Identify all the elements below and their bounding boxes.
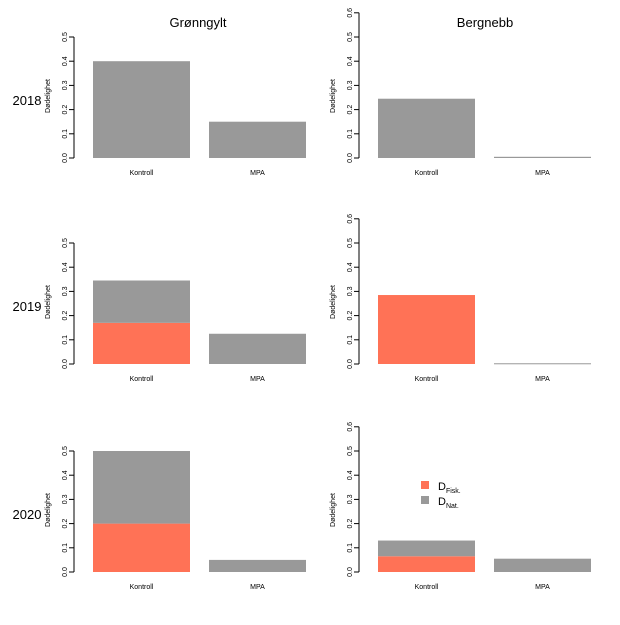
y-tick-label: 0.3 <box>347 80 354 90</box>
category-label-mpa: MPA <box>250 376 265 383</box>
bar-mpa-nat <box>494 156 591 158</box>
bar-kontroll-fisk <box>93 322 190 364</box>
panel-2018-gr-nngylt: 0.0 0.1 0.2 0.3 0.4 0.5 Dødelighet Kontroll MPA <box>45 32 306 177</box>
y-tick-label: 0.5 <box>62 238 69 248</box>
y-tick-label: 0.2 <box>62 311 69 321</box>
bar-mpa-nat <box>209 121 306 158</box>
y-tick-label: 0.5 <box>347 446 354 456</box>
legend-swatch-nat <box>421 496 429 504</box>
category-label-mpa: MPA <box>250 170 265 177</box>
y-tick-label: 0.3 <box>347 494 354 504</box>
category-label-mpa: MPA <box>535 584 550 591</box>
y-tick-label: 0.1 <box>62 543 69 553</box>
y-tick-label: 0.3 <box>62 286 69 296</box>
y-tick-label: 0.3 <box>62 80 69 90</box>
row-label-2019: 2019 <box>13 299 42 314</box>
y-axis-label: Dødelighet <box>45 79 52 113</box>
y-tick-label: 0.1 <box>347 543 354 553</box>
category-label-kontroll: Kontroll <box>415 584 439 591</box>
y-tick-label: 0.2 <box>347 311 354 321</box>
panel-2018-bergnebb: 0.0 0.1 0.2 0.3 0.4 0.5 0.6 Dødelighet Kontroll M… <box>330 8 591 177</box>
y-tick-label: 0.4 <box>347 56 354 66</box>
y-tick-label: 0.4 <box>62 56 69 66</box>
category-label-kontroll: Kontroll <box>415 376 439 383</box>
y-tick-label: 0.5 <box>62 446 69 456</box>
bar-kontroll-nat <box>378 540 475 557</box>
y-tick-label: 0.1 <box>347 129 354 139</box>
column-title-gr-nngylt: Grønngylt <box>169 15 226 30</box>
y-tick-label: 0.1 <box>62 129 69 139</box>
y-tick-label: 0.0 <box>347 567 354 577</box>
y-tick-label: 0.4 <box>347 470 354 480</box>
y-tick-label: 0.5 <box>62 32 69 42</box>
y-tick-label: 0.2 <box>347 519 354 529</box>
bar-kontroll-fisk <box>378 295 475 364</box>
legend: DFisk.DNat. <box>421 481 461 510</box>
y-tick-label: 0.1 <box>62 335 69 345</box>
y-tick-label: 0.0 <box>62 567 69 577</box>
bar-kontroll-nat <box>93 280 190 323</box>
category-label-kontroll: Kontroll <box>130 376 154 383</box>
bar-mpa-nat <box>209 333 306 364</box>
y-tick-label: 0.3 <box>347 286 354 296</box>
y-tick-label: 0.5 <box>347 238 354 248</box>
y-tick-label: 0.6 <box>347 8 354 18</box>
bar-kontroll-fisk <box>93 523 190 572</box>
y-tick-label: 0.3 <box>62 494 69 504</box>
y-tick-label: 0.5 <box>347 32 354 42</box>
row-label-2020: 2020 <box>13 507 42 522</box>
y-axis-label: Dødelighet <box>330 285 337 319</box>
category-label-kontroll: Kontroll <box>130 584 154 591</box>
y-tick-label: 0.2 <box>347 105 354 115</box>
panel-2020-gr-nngylt: 0.0 0.1 0.2 0.3 0.4 0.5 Dødelighet Kontroll MPA <box>45 446 306 591</box>
y-tick-label: 0.6 <box>347 214 354 224</box>
category-label-mpa: MPA <box>535 170 550 177</box>
row-label-2018: 2018 <box>13 93 42 108</box>
y-tick-label: 0.4 <box>62 470 69 480</box>
y-tick-label: 0.0 <box>62 359 69 369</box>
panel-2019-bergnebb: 0.0 0.1 0.2 0.3 0.4 0.5 0.6 Dødelighet Kontroll M… <box>330 214 591 383</box>
panel-2019-gr-nngylt: 0.0 0.1 0.2 0.3 0.4 0.5 Dødelighet Kontroll MPA <box>45 238 306 383</box>
y-tick-label: 0.2 <box>62 105 69 115</box>
y-tick-label: 0.4 <box>347 262 354 272</box>
panel-2020-bergnebb: 0.0 0.1 0.2 0.3 0.4 0.5 0.6 Dødelighet Kontroll M… <box>330 422 591 591</box>
legend-label-nat: DNat. <box>438 496 459 510</box>
bar-kontroll-fisk <box>378 556 475 572</box>
category-label-kontroll: Kontroll <box>415 170 439 177</box>
bar-mpa-nat <box>209 559 306 572</box>
y-axis-label: Dødelighet <box>45 285 52 319</box>
category-label-mpa: MPA <box>535 376 550 383</box>
bar-mpa-nat <box>494 363 591 365</box>
y-axis-label: Dødelighet <box>330 493 337 527</box>
y-axis-label: Dødelighet <box>45 493 52 527</box>
y-tick-label: 0.0 <box>347 359 354 369</box>
y-axis-label: Dødelighet <box>330 79 337 113</box>
legend-swatch-fisk <box>421 481 429 489</box>
y-tick-label: 0.4 <box>62 262 69 272</box>
y-tick-label: 0.0 <box>62 153 69 163</box>
bar-kontroll-nat <box>93 61 190 159</box>
column-title-bergnebb: Bergnebb <box>457 15 513 30</box>
bar-mpa-nat <box>494 558 591 572</box>
category-label-mpa: MPA <box>250 584 265 591</box>
y-tick-label: 0.0 <box>347 153 354 163</box>
legend-label-fisk: DFisk. <box>438 481 461 495</box>
y-tick-label: 0.1 <box>347 335 354 345</box>
bar-kontroll-nat <box>93 451 190 524</box>
y-tick-label: 0.2 <box>62 519 69 529</box>
y-tick-label: 0.6 <box>347 422 354 432</box>
category-label-kontroll: Kontroll <box>130 170 154 177</box>
bar-kontroll-nat <box>378 98 475 158</box>
